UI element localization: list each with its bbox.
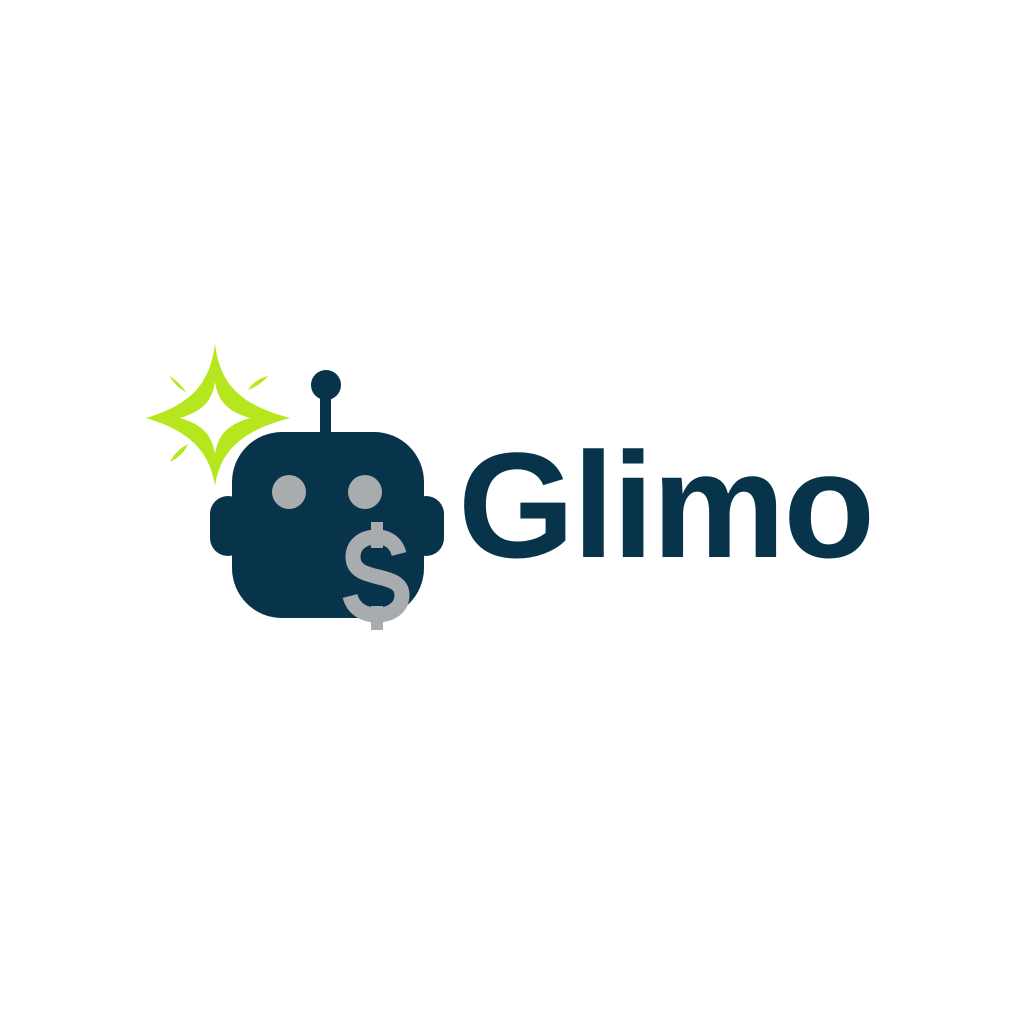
dollar-curve [342,529,410,623]
robot-head-icon [210,370,444,618]
sparkle-icon [146,344,290,486]
sparkle-star-inner [180,382,250,454]
antenna-ball [311,370,341,400]
right-eye [348,475,382,509]
dollar-icon [342,522,410,630]
brand-wordmark: Glimo [458,421,875,589]
sparkle-ray-bottom-left [170,444,188,462]
left-eye [272,475,306,509]
antenna-stick [320,390,331,438]
sparkle-ray-top-left [170,376,186,392]
logo-mark [146,344,444,630]
sparkle-ray-top-right [248,376,268,390]
